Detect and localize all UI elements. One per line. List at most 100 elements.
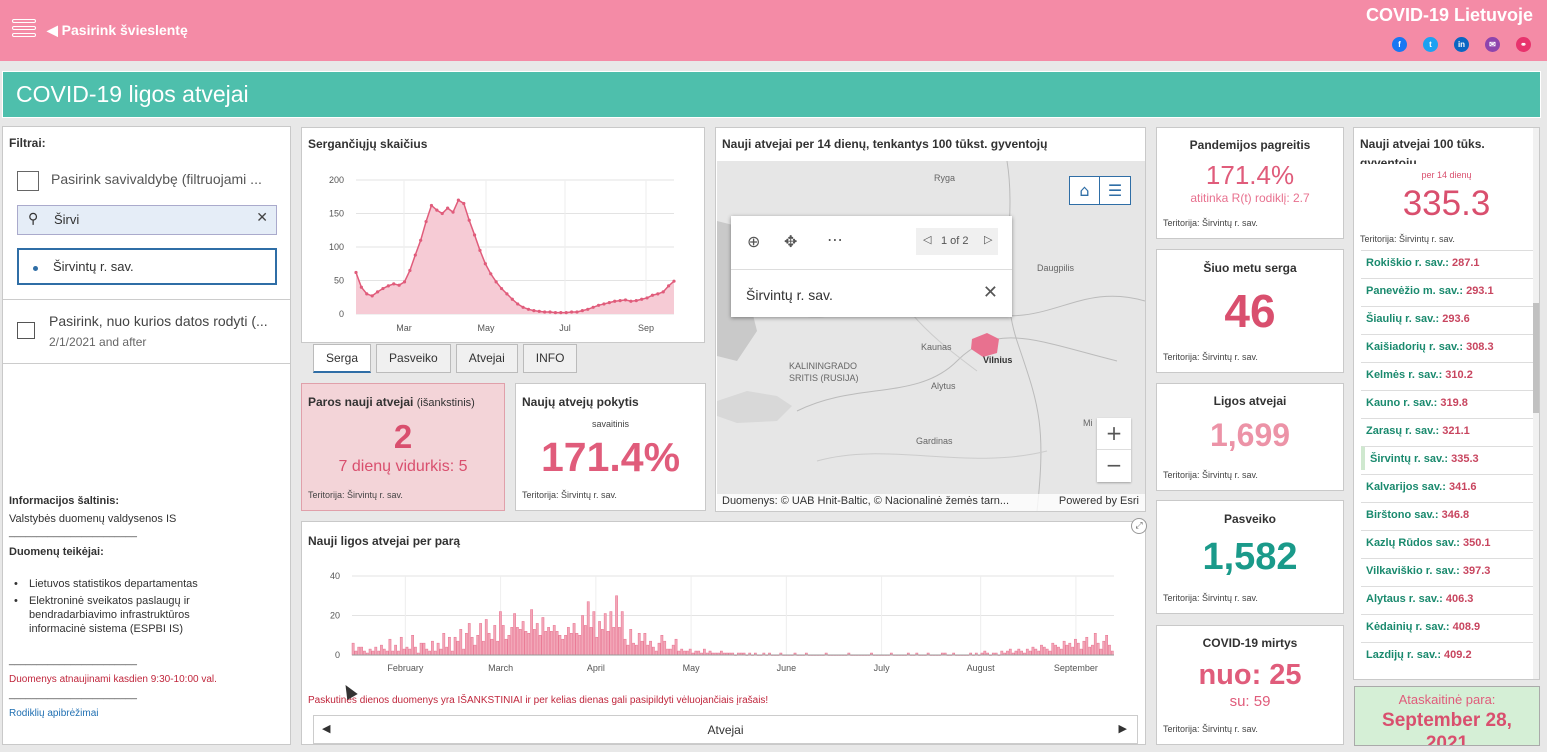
social-links: f t in ✉ ⚭ <box>1392 37 1531 52</box>
weekly-change-card: Naujų atvejų pokytis savaitinis 171.4% T… <box>515 383 706 511</box>
ranking-item[interactable]: Vilkaviškio r. sav.: 397.3 <box>1361 558 1533 582</box>
municipality-filter-title[interactable]: Pasirink savivaldybę (filtruojami ... <box>51 171 262 187</box>
ranking-item[interactable]: Kalvarijos sav.: 341.6 <box>1361 474 1533 498</box>
bar <box>1071 646 1074 656</box>
tab-sick[interactable]: Serga <box>313 344 372 373</box>
pan-icon[interactable]: ✥ <box>784 232 798 251</box>
map-canvas[interactable] <box>717 161 1145 511</box>
bar <box>473 644 477 656</box>
ranking-item[interactable]: Kauno r. sav.: 319.8 <box>1361 390 1533 414</box>
growth-card: Pandemijos pagreitis 171.4% atitinka R(t… <box>1156 127 1344 239</box>
home-icon[interactable]: ⌂ <box>1070 177 1100 204</box>
zoom-in-icon[interactable]: + <box>1097 418 1131 450</box>
ranking-item[interactable]: Kėdainių r. sav.: 408.9 <box>1361 614 1533 638</box>
more-icon[interactable]: ⋯ <box>827 230 843 249</box>
sick-count-chart: Sergančiųjų skaičius 0 50 100 150 200 Mar May J… <box>301 127 705 343</box>
list-item: Elektroninė sveikatos paslaugų ir bendra… <box>14 594 249 636</box>
ranking-item-label: Lazdijų r. sav.: 409.2 <box>1366 649 1472 661</box>
zoom-out-icon[interactable]: − <box>1105 453 1123 477</box>
ranking-item-value: 321.1 <box>1439 425 1470 437</box>
bar <box>561 638 565 656</box>
ranking-item[interactable]: Lazdijų r. sav.: 409.2 <box>1361 642 1533 666</box>
linkedin-icon[interactable]: in <box>1454 37 1469 52</box>
caret-left-icon[interactable]: ◀ <box>322 722 331 735</box>
date-filter-title[interactable]: Pasirink, nuo kurios datos rodyti (... <box>49 313 268 329</box>
bar <box>581 615 584 656</box>
ranking-item[interactable]: Širvintų r. sav.: 335.3 <box>1361 446 1533 470</box>
x-tick-label: Sep <box>638 323 654 333</box>
ranking-list[interactable]: Nauji atvejai 100 tūks. gyventojų per 14… <box>1353 127 1540 680</box>
growth-value: 171.4% <box>1205 160 1295 190</box>
ranking-item[interactable]: Kazlų Rūdos sav.: 350.1 <box>1361 530 1533 554</box>
data-point <box>591 305 595 309</box>
scrollbar[interactable] <box>1533 128 1539 679</box>
bar <box>652 646 655 656</box>
map-attribution: Duomenys: © UAB Hnit-Baltic, © Nacionali… <box>716 494 1145 511</box>
chart-title: Sergančiųjų skaičius <box>308 137 428 151</box>
report-date-card: Ataskaitinė para: September 28, 2021 <box>1354 686 1540 746</box>
bar <box>637 633 641 656</box>
data-point <box>564 311 568 315</box>
legend-icon[interactable]: ☰ <box>1107 181 1123 200</box>
ranking-item[interactable]: Alytaus r. sav.: 406.3 <box>1361 586 1533 610</box>
ranking-item[interactable]: Birštono sav.: 346.8 <box>1361 502 1533 526</box>
tab-info[interactable]: INFO <box>522 344 578 373</box>
tab-recovered[interactable]: Pasveiko <box>376 344 451 373</box>
bar <box>646 644 650 656</box>
clear-icon[interactable]: ✕ <box>256 210 268 226</box>
data-point <box>602 302 606 306</box>
ranking-item-name: Šiaulių r. sav.: <box>1366 313 1440 325</box>
zoom-controls: + − <box>1097 418 1131 482</box>
zoom-to-icon[interactable]: ⊕ <box>747 232 761 251</box>
email-icon[interactable]: ✉ <box>1485 37 1500 52</box>
link-icon[interactable]: ⚭ <box>1516 37 1531 52</box>
ranking-item[interactable]: Rokiškio r. sav.: 287.1 <box>1361 250 1533 274</box>
definitions-link[interactable]: Rodiklių apibrėžimai <box>9 708 99 719</box>
tab-cases[interactable]: Atvejai <box>455 344 518 373</box>
data-point <box>553 311 558 315</box>
expand-icon[interactable]: ⤢ <box>1131 518 1147 534</box>
bar <box>589 627 593 656</box>
ranking-item[interactable]: Šiaulių r. sav.: 293.6 <box>1361 306 1533 330</box>
data-point <box>667 284 671 288</box>
bar <box>391 650 395 656</box>
bar <box>465 633 468 656</box>
choose-dashboard-link[interactable]: ◀ Pasirink švieslentę <box>47 22 188 38</box>
bar <box>482 640 485 656</box>
ranking-item-value: 319.8 <box>1437 397 1468 409</box>
bar <box>439 648 443 656</box>
page-title: COVID-19 ligos atvejai <box>16 81 249 107</box>
bar <box>1048 650 1052 656</box>
chevron-left-icon[interactable]: ◁ <box>923 234 932 246</box>
ranking-item[interactable]: Kelmės r. sav.: 310.2 <box>1361 362 1533 386</box>
bar <box>1076 642 1080 656</box>
ranking-item-name: Kelmės r. sav.: <box>1366 369 1443 381</box>
chevron-right-icon[interactable]: ▷ <box>984 234 993 246</box>
bar <box>521 621 525 656</box>
data-point <box>505 292 509 296</box>
menu-icon[interactable] <box>12 19 36 43</box>
data-point <box>456 198 461 202</box>
bar <box>524 631 528 656</box>
scrollbar-thumb[interactable] <box>1533 303 1539 413</box>
close-icon[interactable]: ✕ <box>982 282 998 303</box>
ranking-item-value: 406.3 <box>1442 593 1474 605</box>
ranking-item[interactable]: Kaišiadorių r. sav.: 308.3 <box>1361 334 1533 358</box>
chart-title: Nauji ligos atvejai per parą <box>308 534 461 548</box>
bar <box>354 650 358 656</box>
municipality-option[interactable]: Širvintų r. sav. <box>17 248 277 285</box>
bar <box>552 625 556 656</box>
facebook-icon[interactable]: f <box>1392 37 1407 52</box>
highlighted-municipality[interactable] <box>971 333 999 357</box>
ranking-item[interactable]: Zarasų r. sav.: 321.1 <box>1361 418 1533 442</box>
twitter-icon[interactable]: t <box>1423 37 1438 52</box>
ranking-item-name: Kalvarijos sav.: <box>1366 481 1446 493</box>
search-input[interactable]: ⚲ Širvi ✕ <box>17 205 277 235</box>
ranking-item[interactable]: Panevėžio m. sav.: 293.1 <box>1361 278 1533 302</box>
ranking-title-2: gyventojų <box>1360 156 1417 164</box>
bar <box>425 648 429 656</box>
bar <box>1108 644 1111 656</box>
caret-right-icon[interactable]: ▶ <box>1118 722 1127 735</box>
bar <box>470 636 474 656</box>
bar <box>1091 644 1094 656</box>
